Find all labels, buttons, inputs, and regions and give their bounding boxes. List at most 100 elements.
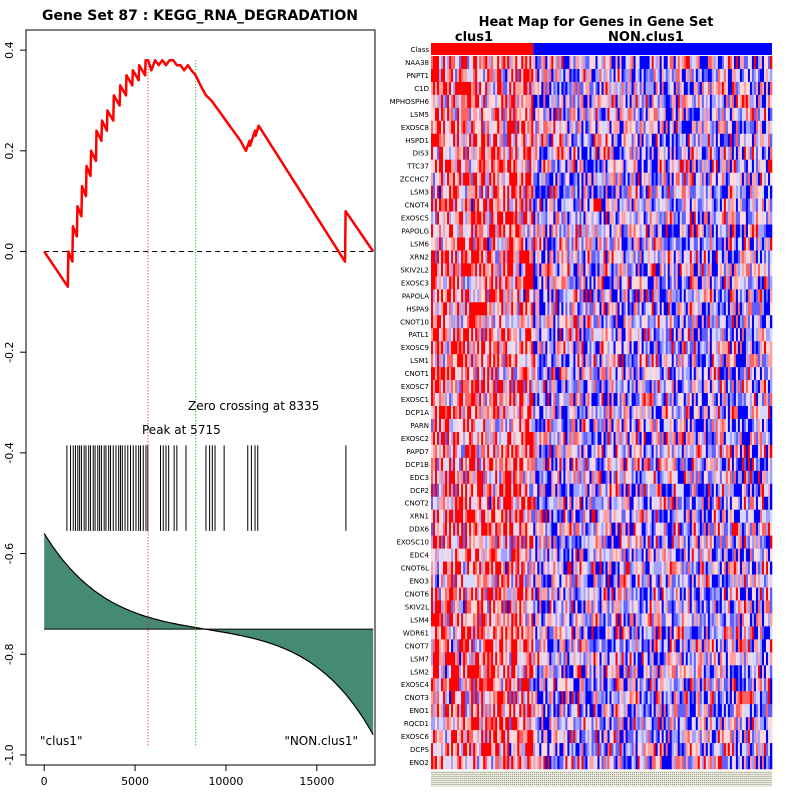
heatmap-cell bbox=[485, 354, 488, 368]
heatmap-cell bbox=[569, 276, 572, 290]
heatmap-cell bbox=[591, 198, 594, 212]
heatmap-cell bbox=[591, 81, 594, 96]
heatmap-cell bbox=[621, 367, 624, 381]
heatmap-cell bbox=[635, 250, 638, 264]
heatmap-cell bbox=[571, 302, 574, 316]
heatmap-cell bbox=[567, 341, 570, 355]
heatmap-cell bbox=[757, 107, 761, 122]
heatmap-cell bbox=[733, 120, 737, 135]
heatmap-cell bbox=[599, 406, 602, 420]
heatmap-cell bbox=[549, 159, 552, 173]
heatmap-cell bbox=[545, 68, 548, 83]
heatmap-cell bbox=[667, 133, 670, 148]
heatmap-cell bbox=[441, 341, 444, 355]
heatmap-cell bbox=[531, 198, 534, 212]
heatmap-cell bbox=[703, 185, 707, 199]
heatmap-cell bbox=[723, 276, 727, 290]
heatmap-cell bbox=[727, 393, 731, 407]
heatmap-cell bbox=[733, 94, 737, 109]
heatmap-cell bbox=[713, 211, 717, 225]
heatmap-cell bbox=[477, 237, 480, 251]
heatmap-cell bbox=[505, 380, 508, 394]
heatmap-cell bbox=[523, 302, 526, 316]
heatmap-cell bbox=[647, 107, 650, 122]
heatmap-cell bbox=[685, 263, 689, 277]
heatmap-cell bbox=[719, 172, 723, 186]
heatmap-cell bbox=[469, 185, 472, 199]
heatmap-cell bbox=[699, 185, 703, 199]
heatmap-cell bbox=[655, 107, 658, 122]
heatmap-cell bbox=[491, 367, 494, 381]
heatmap-cell bbox=[751, 276, 755, 290]
heatmap-cell bbox=[515, 302, 518, 316]
heatmap-cell bbox=[537, 107, 540, 122]
heatmap-cell bbox=[613, 120, 616, 135]
heatmap-cell bbox=[523, 107, 526, 122]
heatmap-cell bbox=[605, 393, 608, 407]
heatmap-cell bbox=[467, 406, 470, 420]
heatmap-cell bbox=[443, 224, 446, 238]
heatmap-cell bbox=[629, 263, 632, 277]
heatmap-cell bbox=[501, 159, 504, 173]
heatmap-cell bbox=[605, 263, 608, 277]
heatmap-cell bbox=[649, 302, 652, 316]
heatmap-cell bbox=[565, 107, 568, 122]
heatmap-cell bbox=[547, 198, 550, 212]
heatmap-cell bbox=[679, 172, 683, 186]
heatmap-cell bbox=[737, 159, 741, 173]
heatmap-cell bbox=[649, 185, 652, 199]
heatmap-cell bbox=[711, 68, 715, 83]
heatmap-cell bbox=[761, 56, 765, 70]
heatmap-cell bbox=[745, 341, 749, 355]
heatmap-cell bbox=[717, 328, 721, 342]
heatmap-cell bbox=[689, 107, 693, 122]
heatmap-cell bbox=[569, 224, 572, 238]
heatmap-cell bbox=[691, 107, 695, 122]
heatmap-cell bbox=[741, 107, 745, 122]
heatmap-cell bbox=[735, 159, 739, 173]
heatmap-cell bbox=[589, 107, 592, 122]
heatmap-cell bbox=[577, 185, 580, 199]
heatmap-cell bbox=[737, 185, 741, 199]
heatmap-cell bbox=[431, 315, 434, 329]
heatmap-cell bbox=[533, 315, 536, 329]
heatmap-cell bbox=[681, 120, 685, 135]
heatmap-cell bbox=[633, 315, 636, 329]
heatmap-cell bbox=[503, 302, 506, 316]
heatmap-cell bbox=[607, 393, 610, 407]
heatmap-cell bbox=[727, 81, 731, 96]
heatmap-cell bbox=[743, 120, 747, 135]
heatmap-cell bbox=[751, 354, 755, 368]
heatmap-cell bbox=[683, 263, 687, 277]
heatmap-cell bbox=[699, 81, 703, 96]
heatmap-cell bbox=[475, 172, 478, 186]
heatmap-cell bbox=[669, 367, 673, 381]
heatmap-cell bbox=[601, 380, 604, 394]
heatmap-cell bbox=[591, 56, 594, 70]
heatmap-cell bbox=[695, 56, 699, 70]
heatmap-cell bbox=[591, 418, 594, 433]
heatmap-cell bbox=[713, 237, 717, 251]
heatmap-cell bbox=[477, 354, 480, 368]
heatmap-cell bbox=[571, 185, 574, 199]
heatmap-cell bbox=[525, 68, 528, 83]
heatmap-cell bbox=[749, 133, 753, 148]
heatmap-cell bbox=[467, 56, 470, 70]
heatmap-cell bbox=[441, 263, 444, 277]
heatmap-cell bbox=[675, 393, 679, 407]
heatmap-cell bbox=[753, 133, 757, 148]
heatmap-cell bbox=[635, 418, 638, 433]
heatmap-cell bbox=[767, 276, 771, 290]
heatmap-cell bbox=[459, 81, 462, 96]
heatmap-cell bbox=[751, 172, 755, 186]
heatmap-cell bbox=[493, 341, 496, 355]
heatmap-cell bbox=[741, 302, 745, 316]
heatmap-cell bbox=[487, 315, 490, 329]
heatmap-cell bbox=[679, 224, 683, 238]
heatmap-cell bbox=[631, 406, 634, 420]
heatmap-cell bbox=[575, 354, 578, 368]
heatmap-cell bbox=[535, 94, 538, 109]
heatmap-cell bbox=[529, 328, 532, 342]
heatmap-cell bbox=[651, 133, 654, 148]
heatmap-cell bbox=[703, 133, 707, 148]
